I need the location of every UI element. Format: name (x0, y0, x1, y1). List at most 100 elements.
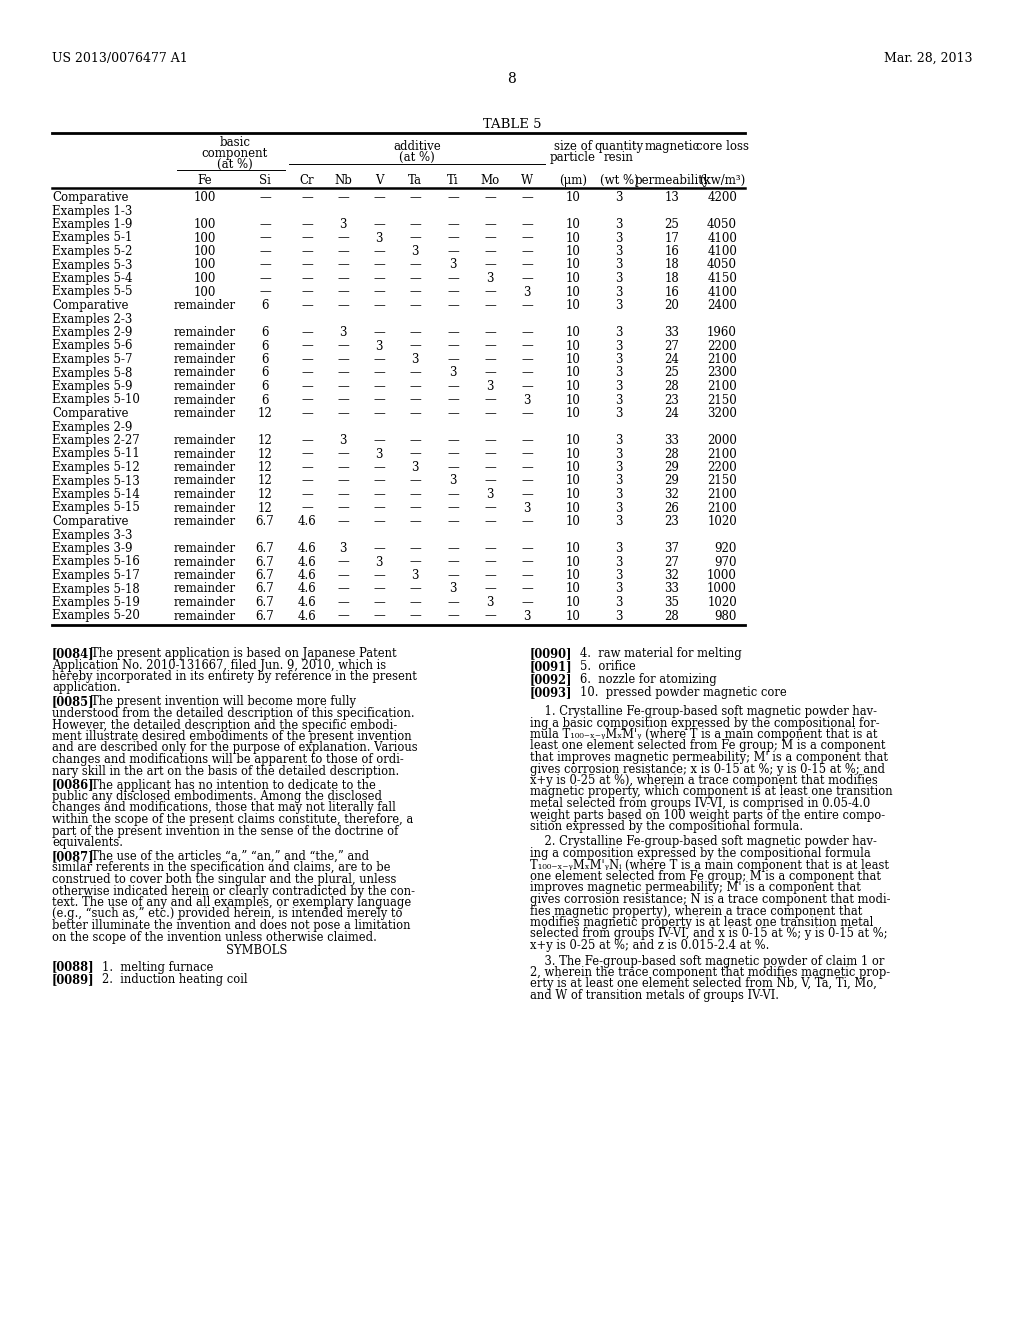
Text: 3: 3 (486, 488, 494, 502)
Text: 4050: 4050 (707, 218, 737, 231)
Text: 10: 10 (565, 488, 581, 502)
Text: 35: 35 (665, 597, 680, 609)
Text: 12: 12 (258, 461, 272, 474)
Text: —: — (521, 300, 532, 312)
Text: 3: 3 (450, 259, 457, 272)
Text: remainder: remainder (174, 326, 237, 339)
Text: 3: 3 (450, 582, 457, 595)
Text: —: — (521, 367, 532, 380)
Text: —: — (447, 218, 459, 231)
Text: 33: 33 (665, 434, 680, 447)
Text: —: — (259, 191, 271, 205)
Text: (μm): (μm) (559, 174, 587, 187)
Text: 20: 20 (665, 300, 680, 312)
Text: improves magnetic permeability; M' is a component that: improves magnetic permeability; M' is a … (530, 882, 861, 895)
Text: similar referents in the specification and claims, are to be: similar referents in the specification a… (52, 862, 390, 874)
Text: 2100: 2100 (708, 380, 737, 393)
Text: —: — (447, 461, 459, 474)
Text: —: — (337, 582, 349, 595)
Text: remainder: remainder (174, 488, 237, 502)
Text: 23: 23 (665, 393, 680, 407)
Text: remainder: remainder (174, 515, 237, 528)
Text: —: — (521, 259, 532, 272)
Text: 6: 6 (261, 339, 268, 352)
Text: —: — (410, 515, 421, 528)
Text: Examples 5-7: Examples 5-7 (52, 352, 132, 366)
Text: —: — (301, 488, 313, 502)
Text: remainder: remainder (174, 597, 237, 609)
Text: Examples 5-5: Examples 5-5 (52, 285, 132, 298)
Text: —: — (484, 543, 496, 554)
Text: —: — (410, 300, 421, 312)
Text: —: — (521, 339, 532, 352)
Text: The applicant has no intention to dedicate to the: The applicant has no intention to dedica… (91, 779, 376, 792)
Text: —: — (410, 393, 421, 407)
Text: Comparative: Comparative (52, 407, 128, 420)
Text: [0092]: [0092] (530, 673, 572, 686)
Text: 10: 10 (565, 447, 581, 461)
Text: 3: 3 (450, 474, 457, 487)
Text: —: — (373, 569, 385, 582)
Text: —: — (447, 502, 459, 515)
Text: 12: 12 (258, 407, 272, 420)
Text: 3: 3 (615, 300, 623, 312)
Text: 10: 10 (565, 218, 581, 231)
Text: 2100: 2100 (708, 352, 737, 366)
Text: 4.  raw material for melting: 4. raw material for melting (580, 647, 741, 660)
Text: Examples 3-3: Examples 3-3 (52, 528, 132, 541)
Text: —: — (484, 434, 496, 447)
Text: 3: 3 (615, 191, 623, 205)
Text: —: — (301, 191, 313, 205)
Text: 920: 920 (715, 543, 737, 554)
Text: 3: 3 (615, 352, 623, 366)
Text: 18: 18 (665, 272, 679, 285)
Text: —: — (337, 352, 349, 366)
Text: Examples 1-9: Examples 1-9 (52, 218, 132, 231)
Text: sition expressed by the compositional formula.: sition expressed by the compositional fo… (530, 820, 803, 833)
Text: 28: 28 (665, 380, 679, 393)
Text: —: — (337, 474, 349, 487)
Text: —: — (259, 259, 271, 272)
Text: —: — (373, 218, 385, 231)
Text: hereby incorporated in its entirety by reference in the present: hereby incorporated in its entirety by r… (52, 671, 417, 682)
Text: Examples 5-6: Examples 5-6 (52, 339, 132, 352)
Text: remainder: remainder (174, 474, 237, 487)
Text: —: — (484, 246, 496, 257)
Text: —: — (521, 246, 532, 257)
Text: —: — (337, 515, 349, 528)
Text: 3: 3 (523, 285, 530, 298)
Text: —: — (484, 515, 496, 528)
Text: 3: 3 (523, 393, 530, 407)
Text: 10: 10 (565, 191, 581, 205)
Text: —: — (521, 272, 532, 285)
Text: part of the present invention in the sense of the doctrine of: part of the present invention in the sen… (52, 825, 398, 837)
Text: gives corrosion resistance; x is 0-15 at %; y is 0-15 at %; and: gives corrosion resistance; x is 0-15 at… (530, 763, 885, 776)
Text: remainder: remainder (174, 407, 237, 420)
Text: 32: 32 (665, 569, 680, 582)
Text: 3. The Fe-group-based soft magnetic powder of claim 1 or: 3. The Fe-group-based soft magnetic powd… (530, 954, 885, 968)
Text: (at %): (at %) (217, 158, 253, 172)
Text: weight parts based on 100 weight parts of the entire compo-: weight parts based on 100 weight parts o… (530, 808, 885, 821)
Text: —: — (521, 191, 532, 205)
Text: —: — (447, 246, 459, 257)
Text: —: — (373, 502, 385, 515)
Text: 3: 3 (615, 285, 623, 298)
Text: —: — (410, 285, 421, 298)
Text: —: — (410, 259, 421, 272)
Text: —: — (373, 434, 385, 447)
Text: 3: 3 (615, 474, 623, 487)
Text: Examples 5-9: Examples 5-9 (52, 380, 132, 393)
Text: 2200: 2200 (708, 461, 737, 474)
Text: —: — (447, 556, 459, 569)
Text: —: — (410, 434, 421, 447)
Text: remainder: remainder (174, 610, 237, 623)
Text: Application No. 2010-131667, filed Jun. 9, 2010, which is: Application No. 2010-131667, filed Jun. … (52, 659, 386, 672)
Text: —: — (410, 610, 421, 623)
Text: —: — (484, 502, 496, 515)
Text: —: — (373, 259, 385, 272)
Text: 2100: 2100 (708, 488, 737, 502)
Text: [0091]: [0091] (530, 660, 572, 673)
Text: 100: 100 (194, 191, 216, 205)
Text: 4050: 4050 (707, 259, 737, 272)
Text: Comparative: Comparative (52, 191, 128, 205)
